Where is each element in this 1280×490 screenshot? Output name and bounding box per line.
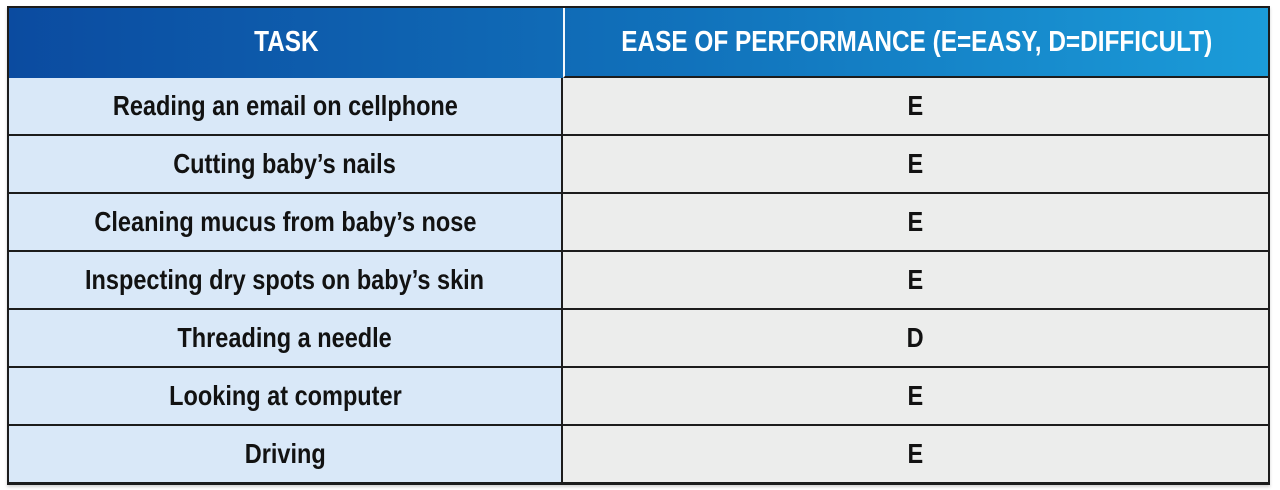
ease-value: E: [907, 148, 924, 179]
task-cell: Reading an email on cellphone: [9, 78, 563, 134]
table-row: Threading a needle D: [9, 308, 1268, 366]
ease-value: E: [907, 90, 924, 121]
ease-of-performance-table: TASK EASE OF PERFORMANCE (E=EASY, D=DIFF…: [7, 6, 1270, 485]
ease-value: E: [907, 380, 924, 411]
task-label: Inspecting dry spots on baby’s skin: [85, 264, 485, 295]
table-header-row: TASK EASE OF PERFORMANCE (E=EASY, D=DIFF…: [9, 8, 1268, 78]
ease-value: D: [906, 322, 924, 353]
task-cell: Threading a needle: [9, 308, 563, 366]
ease-cell: E: [562, 424, 1268, 482]
table-row: Cleaning mucus from baby’s nose E: [9, 192, 1268, 250]
ease-value: E: [907, 206, 924, 237]
table-row: Inspecting dry spots on baby’s skin E: [9, 250, 1268, 308]
task-label: Cutting baby’s nails: [173, 148, 397, 179]
table-row: Looking at computer E: [9, 366, 1268, 424]
task-label: Driving: [244, 438, 326, 469]
task-label: Looking at computer: [168, 380, 402, 411]
header-cell-ease: EASE OF PERFORMANCE (E=EASY, D=DIFFICULT…: [562, 8, 1268, 78]
task-label: Threading a needle: [177, 322, 393, 353]
ease-cell: E: [562, 192, 1268, 250]
task-cell: Inspecting dry spots on baby’s skin: [9, 250, 563, 308]
ease-value: E: [907, 264, 924, 295]
ease-cell: D: [562, 308, 1268, 366]
header-cell-task: TASK: [9, 8, 563, 78]
ease-cell: E: [562, 250, 1268, 308]
header-task-label: TASK: [253, 25, 319, 58]
ease-cell: E: [562, 366, 1268, 424]
ease-cell: E: [562, 134, 1268, 192]
task-label: Cleaning mucus from baby’s nose: [93, 206, 477, 237]
task-cell: Looking at computer: [9, 366, 563, 424]
task-cell: Cutting baby’s nails: [9, 134, 563, 192]
task-cell: Cleaning mucus from baby’s nose: [9, 192, 563, 250]
ease-value: E: [907, 438, 924, 469]
header-ease-label: EASE OF PERFORMANCE (E=EASY, D=DIFFICULT…: [620, 25, 1212, 58]
ease-cell: E: [562, 78, 1268, 134]
task-label: Reading an email on cellphone: [112, 90, 458, 121]
table-row: Driving E: [9, 424, 1268, 482]
table-row: Cutting baby’s nails E: [9, 134, 1268, 192]
table-row: Reading an email on cellphone E: [9, 78, 1268, 134]
task-cell: Driving: [9, 424, 563, 482]
